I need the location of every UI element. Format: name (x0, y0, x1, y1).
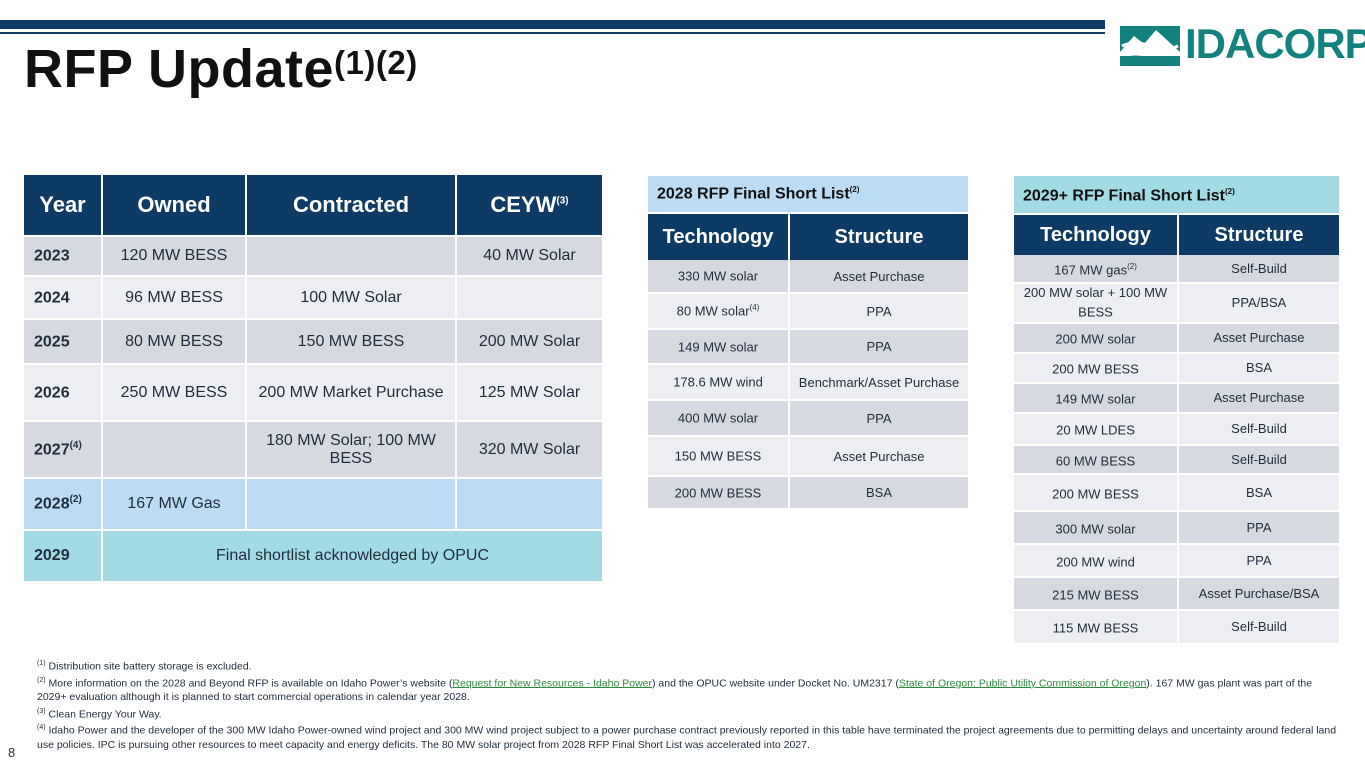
header-ceyw: CEYW(3) (456, 175, 604, 237)
table-row: 149 MW solar Asset Purchase (1014, 383, 1341, 414)
idacorp-logo-icon (1120, 26, 1180, 66)
rfp-2029-caption: 2029+ RFP Final Short List(2) (1014, 176, 1341, 215)
table-row: 2029 Final shortlist acknowledged by OPU… (24, 530, 604, 583)
table-header-row: Technology Structure (648, 212, 970, 260)
rfp-2029-table: 2029+ RFP Final Short List(2) Technology… (1014, 176, 1341, 645)
header-bar (0, 20, 1105, 29)
table-header-row: Year Owned Contracted CEYW(3) (24, 175, 604, 237)
table-row: 200 MW solar + 100 MW BESS PPA/BSA (1014, 283, 1341, 324)
footnotes: (1) Distribution site battery storage is… (37, 657, 1343, 752)
table-row: 200 MW BESS BSA (1014, 474, 1341, 512)
footnote-3: (3) Clean Energy Your Way. (37, 707, 162, 721)
table-row: 400 MW solar PPA (648, 400, 970, 437)
table-row: 150 MW BESS Asset Purchase (648, 436, 970, 477)
header-contracted: Contracted (246, 175, 457, 237)
rfp-2028-caption: 2028 RFP Final Short List(2) (648, 176, 970, 214)
table-row: 149 MW solar PPA (648, 329, 970, 365)
idaho-power-rfp-link[interactable]: Request for New Resources - Idaho Power (452, 677, 652, 690)
table-row: 2026 250 MW BESS 200 MW Market Purchase … (24, 364, 604, 422)
header-year: Year (24, 175, 103, 237)
table-row: 167 MW gas(2) Self-Build (1014, 255, 1341, 284)
opuc-link[interactable]: State of Oregon: Public Utility Commissi… (898, 677, 1147, 690)
table-row: 200 MW BESS BSA (648, 476, 970, 510)
table-row: 2025 80 MW BESS 150 MW BESS 200 MW Solar (24, 319, 604, 365)
footnote-1: (1) Distribution site battery storage is… (37, 660, 252, 673)
table-row: 60 MW BESS Self-Build (1014, 445, 1341, 475)
resource-summary-table: Year Owned Contracted CEYW(3) 2023 120 M… (24, 175, 604, 583)
table-header-row: Technology Structure (1014, 213, 1341, 255)
table-row: 178.6 MW wind Benchmark/Asset Purchase (648, 364, 970, 401)
header-owned: Owned (102, 175, 247, 237)
footnote-2: (2) More information on the 2028 and Bey… (37, 676, 1313, 704)
table-row: 200 MW wind PPA (1014, 544, 1341, 578)
table-row: 115 MW BESS Self-Build (1014, 610, 1341, 645)
table-row: 2027(4) 180 MW Solar; 100 MW BESS 320 MW… (24, 421, 604, 479)
table-row: 330 MW solar Asset Purchase (648, 260, 970, 294)
logo-registered-mark: ® (1336, 50, 1342, 59)
page-number: 8 (8, 745, 16, 760)
table-row: 2024 96 MW BESS 100 MW Solar (24, 276, 604, 320)
rfp-2028-table: 2028 RFP Final Short List(2) Technology … (648, 176, 970, 510)
footnote-4: (4) Idaho Power and the developer of the… (37, 724, 1337, 752)
header-bar-thin (0, 32, 1105, 34)
table-row: 20 MW LDES Self-Build (1014, 413, 1341, 446)
logo-wordmark: IDACORP (1185, 20, 1365, 67)
table-row: 2028(2) 167 MW Gas (24, 478, 604, 531)
table-row: 2023 120 MW BESS 40 MW Solar (24, 236, 604, 277)
table-row: 300 MW solar PPA (1014, 511, 1341, 545)
final-shortlist-note: Final shortlist acknowledged by OPUC (102, 530, 604, 583)
table-row: 200 MW BESS BSA (1014, 353, 1341, 384)
table-row: 215 MW BESS Asset Purchase/BSA (1014, 577, 1341, 611)
table-row: 200 MW solar Asset Purchase (1014, 323, 1341, 354)
page-title: RFP Update(1)(2) (24, 39, 418, 99)
table-row: 80 MW solar(4) PPA (648, 293, 970, 330)
